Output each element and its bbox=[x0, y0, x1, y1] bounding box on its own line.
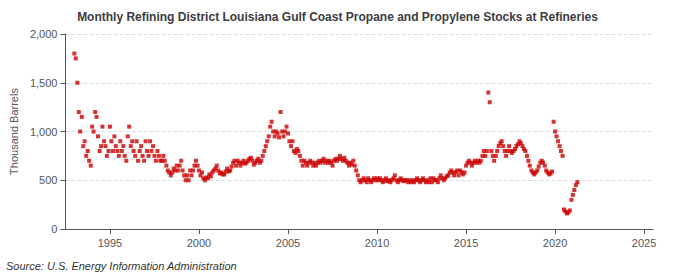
svg-text:1995: 1995 bbox=[98, 237, 122, 249]
svg-text:Source: U.S. Energy Informatio: Source: U.S. Energy Information Administ… bbox=[6, 260, 237, 272]
svg-text:2010: 2010 bbox=[365, 237, 389, 249]
svg-text:0: 0 bbox=[51, 223, 57, 235]
svg-text:Monthly Refining District Loui: Monthly Refining District Louisiana Gulf… bbox=[77, 10, 598, 24]
svg-text:2020: 2020 bbox=[543, 237, 567, 249]
svg-text:2005: 2005 bbox=[276, 237, 300, 249]
svg-text:500: 500 bbox=[39, 174, 57, 186]
svg-text:Thousand Barrels: Thousand Barrels bbox=[8, 88, 20, 175]
svg-text:2000: 2000 bbox=[187, 237, 211, 249]
svg-text:1,000: 1,000 bbox=[30, 126, 58, 138]
svg-text:1,500: 1,500 bbox=[30, 77, 58, 89]
svg-text:2025: 2025 bbox=[632, 237, 656, 249]
svg-text:2015: 2015 bbox=[454, 237, 478, 249]
svg-text:2,000: 2,000 bbox=[30, 28, 58, 40]
